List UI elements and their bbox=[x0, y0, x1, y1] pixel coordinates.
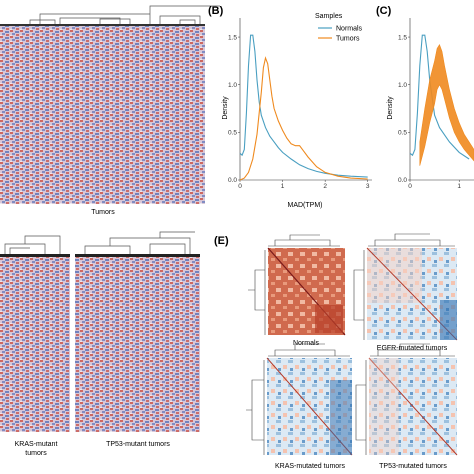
kras-label-line1: KRAS-mutant bbox=[15, 441, 58, 448]
x-tick-label: 1 bbox=[281, 183, 285, 190]
tumors-dendrogram bbox=[29, 5, 220, 24]
x-tick-label: 0 bbox=[238, 183, 242, 190]
series-line-1 bbox=[239, 56, 368, 181]
panel-b-ylabel: Density bbox=[222, 96, 229, 120]
series-band-1 bbox=[419, 44, 474, 166]
panel-b: (B) Density 0.0 0.5 1.0 1.5 0 1 2 3 MAD(TPM) Sa… bbox=[208, 5, 372, 209]
tp53-dendrogram bbox=[84, 231, 195, 254]
corr-tp53: TP53-mutated tumors bbox=[355, 343, 458, 470]
corr-kras: KRAS-mutated tumors bbox=[246, 343, 353, 470]
y-tick-label: 0.5 bbox=[228, 130, 237, 137]
panel-c-chart: 0.0 0.5 1.0 1.5 0 1 bbox=[398, 18, 474, 190]
legend-label-normals: Normals bbox=[336, 26, 363, 33]
y-tick-label: 0.5 bbox=[398, 130, 407, 137]
legend-label-tumors: Tumors bbox=[336, 36, 360, 43]
y-tick-label: 1.5 bbox=[228, 34, 237, 41]
series-line-0 bbox=[239, 34, 368, 178]
tumors-label: Tumors bbox=[91, 209, 115, 216]
tumors-heatmap bbox=[0, 26, 205, 204]
tp53-label: TP53-mutant tumors bbox=[106, 441, 170, 448]
panel-e-letter: (E) bbox=[214, 235, 229, 247]
corr-kras-label: KRAS-mutated tumors bbox=[275, 463, 346, 470]
panel-c: (C) Density 0.0 0.5 1.0 1.5 0 1 bbox=[376, 5, 474, 190]
x-tick-label: 0 bbox=[408, 183, 412, 190]
y-tick-label: 1.0 bbox=[398, 82, 407, 89]
x-tick-label: 1 bbox=[457, 183, 461, 190]
panel-c-letter: (C) bbox=[376, 5, 392, 17]
corr-normals-label: Normals bbox=[293, 340, 320, 347]
corr-egfr-label: EGFR-mutated tumors bbox=[377, 345, 448, 352]
panel-c-ylabel: Density bbox=[387, 96, 394, 120]
panel-b-legend: Samples Normals Tumors bbox=[315, 13, 363, 43]
panel-b-xlabel: MAD(TPM) bbox=[288, 202, 323, 209]
series-line-0 bbox=[409, 34, 470, 160]
tp53-heatmap bbox=[75, 257, 200, 432]
kras-dendrogram bbox=[4, 235, 61, 254]
kras-label-line2: tumors bbox=[25, 450, 47, 457]
y-tick-label: 1.0 bbox=[228, 82, 237, 89]
x-tick-label: 3 bbox=[366, 183, 370, 190]
mutant-heatmaps-panel: KRAS-mutant tumors TP53-mutant tumors bbox=[0, 231, 200, 457]
corr-normals: Normals bbox=[248, 234, 346, 347]
panel-b-letter: (B) bbox=[208, 5, 224, 17]
y-tick-label: 0.0 bbox=[228, 177, 237, 184]
tumors-heatmap-panel: Tumors bbox=[0, 5, 220, 216]
y-tick-label: 0.0 bbox=[398, 177, 407, 184]
corr-tp53-label: TP53-mutated tumors bbox=[379, 463, 447, 470]
x-tick-label: 2 bbox=[323, 183, 327, 190]
panel-b-chart: 0.0 0.5 1.0 1.5 0 1 2 3 bbox=[228, 18, 372, 190]
corr-egfr: EGFR-mutated tumors bbox=[353, 233, 458, 352]
y-tick-label: 1.5 bbox=[398, 34, 407, 41]
legend-title: Samples bbox=[315, 13, 343, 20]
panel-e: (E) Normals EGFR-mutated tumors bbox=[214, 233, 458, 470]
kras-heatmap bbox=[0, 257, 70, 432]
